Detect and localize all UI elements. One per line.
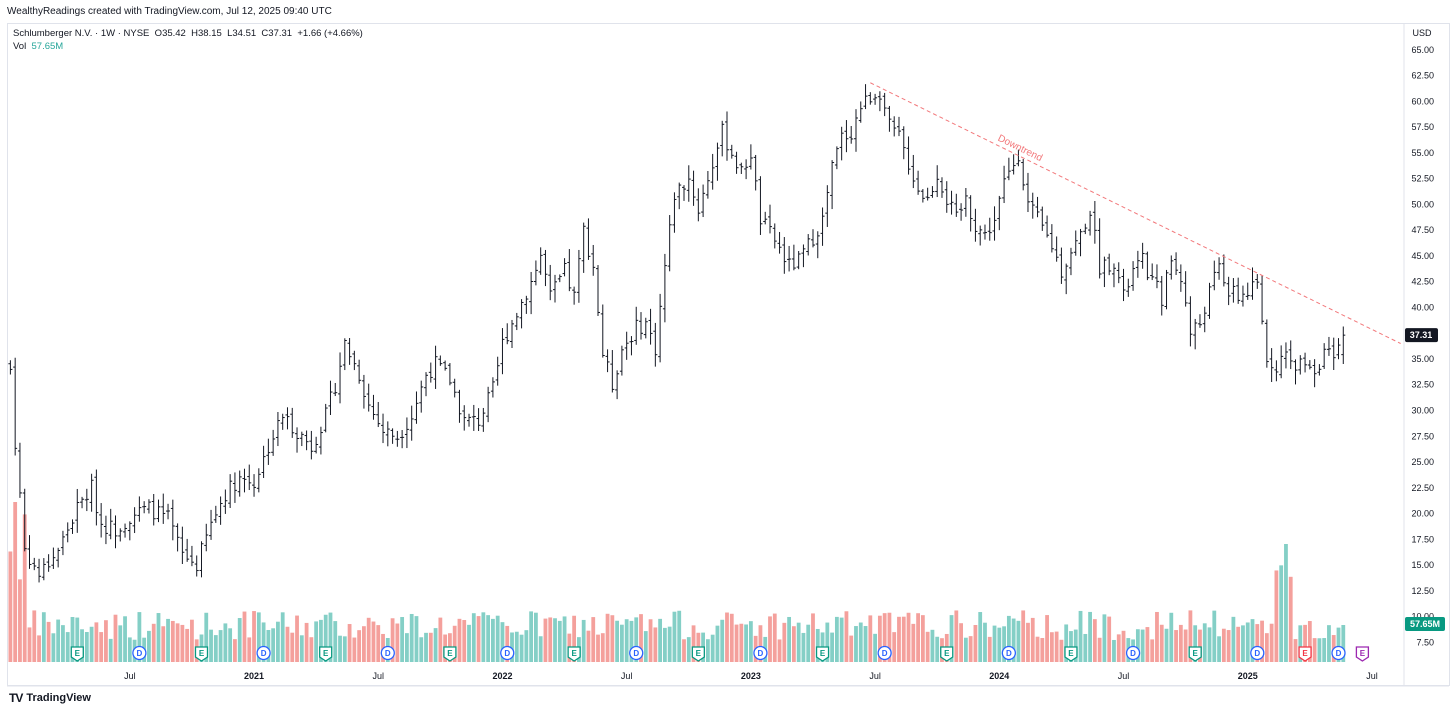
change-value: +1.66 (+4.66%)	[297, 28, 363, 39]
volume-label: Vol	[13, 41, 27, 52]
tradingview-logo-icon: TV	[9, 691, 23, 705]
symbol-name: Schlumberger N.V. · 1W · NYSE	[13, 28, 150, 39]
high-value: 38.15	[198, 28, 222, 39]
close-value: 37.31	[268, 28, 293, 39]
volume-value: 57.65M	[31, 41, 64, 52]
volume-row: Vol 57.65M	[13, 40, 363, 53]
symbol-legend[interactable]: Schlumberger N.V. · 1W · NYSE O35.42 H38…	[13, 27, 363, 53]
ohlc-row: Schlumberger N.V. · 1W · NYSE O35.42 H38…	[13, 28, 363, 39]
tradingview-logo[interactable]: TV TradingView	[9, 691, 91, 705]
open-value: 35.42	[162, 28, 186, 39]
chart-frame	[7, 23, 1450, 686]
footer-bar: TV TradingView	[7, 687, 1450, 711]
tradingview-brand: TradingView	[26, 692, 91, 704]
low-value: 34.51	[232, 28, 257, 39]
chart-credit: WealthyReadings created with TradingView…	[7, 6, 332, 17]
